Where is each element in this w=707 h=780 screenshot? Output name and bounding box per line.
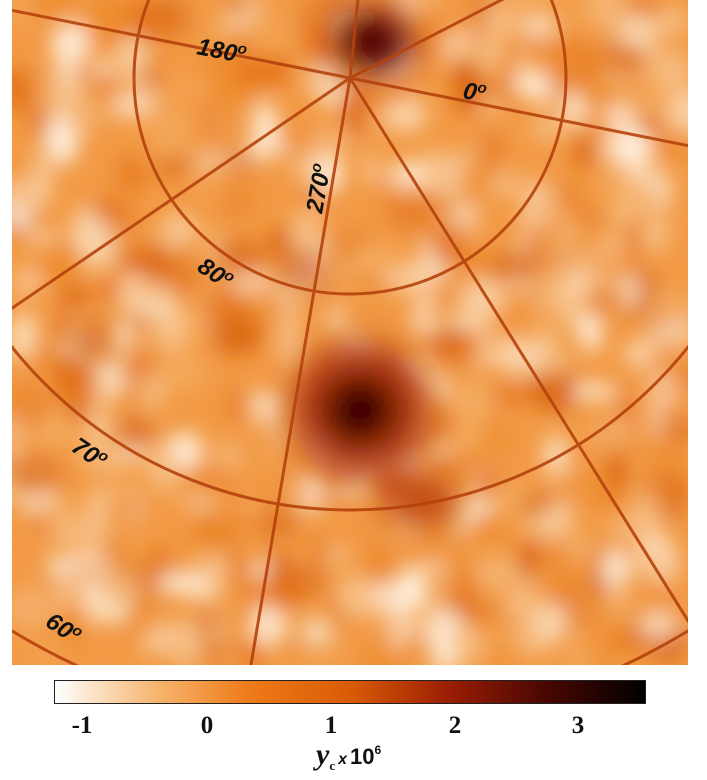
latitude-line-70: [12, 344, 688, 512]
colorbar-tick: 0: [200, 712, 214, 739]
longitude-line: [249, 77, 352, 665]
longitude-line: [12, 76, 351, 311]
colorbar-label-symbol: y: [316, 738, 330, 771]
colorbar-label-base: 10: [350, 744, 375, 769]
colorbar-label-times: x: [338, 751, 348, 768]
longitude-line: [349, 76, 688, 148]
colorbar-label: yc x 106: [316, 738, 382, 773]
colorbar-tick: -1: [71, 712, 93, 739]
longitude-line: [12, 8, 351, 80]
colorbar-label-exponent: 6: [374, 743, 382, 757]
graticule: [12, 0, 688, 665]
colorbar-tick: 2: [448, 712, 462, 739]
latitude-line-80: [132, 0, 568, 296]
colorbar-tick: 3: [571, 712, 585, 739]
longitude-line: [349, 0, 505, 80]
longitude-line: [348, 77, 688, 624]
sky-map: 180o 0o 270o 80o 70o 60o: [12, 0, 688, 665]
longitude-line: [348, 0, 360, 79]
colorbar-label-subscript: c: [329, 758, 336, 773]
cluster-blob-top: [349, 20, 401, 64]
colorbar: [54, 680, 646, 704]
colorbar-tick: 1: [324, 712, 338, 739]
